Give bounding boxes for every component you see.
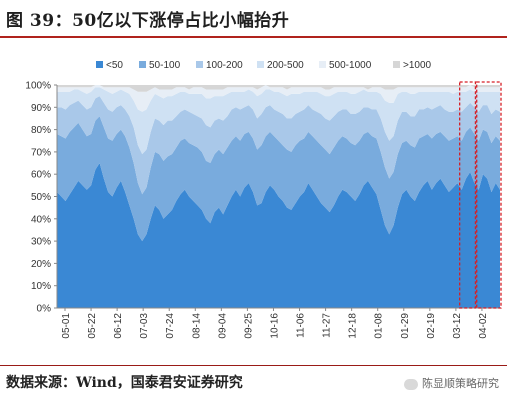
x-axis: 05-01 05-22 06-12 07-03 07-24 08-14 09-04 09-25… [57,307,500,339]
chart-legend: <50 50-100 100-200 200-500 500-1000 >1000 [96,60,432,71]
area-series-1 [57,116,500,242]
x-tick-label: 05-01 [61,313,72,339]
legend-label: 50-100 [149,60,181,71]
y-tick-label: 100% [25,81,51,92]
title-divider [0,36,507,38]
x-tick-label: 04-02 [478,313,489,339]
y-tick-label: 20% [31,259,51,270]
wechat-icon [404,378,418,390]
y-tick-label: 50% [31,192,51,203]
plot-area [57,85,500,308]
x-tick-label: 09-25 [243,313,254,339]
legend-label: >1000 [403,60,432,71]
x-tick-label: 01-29 [400,313,411,339]
y-tick-label: 80% [31,125,51,136]
x-tick-label: 07-24 [165,313,176,339]
source-divider [0,365,507,366]
figure-title: 图 39：50亿以下涨停占比小幅抬升 [6,11,290,31]
legend-swatch [196,61,203,68]
legend-label: 200-500 [267,60,304,71]
x-tick-label: 08-14 [191,313,202,339]
x-tick-label: 11-06 [296,313,307,338]
x-tick-label: 05-22 [87,313,98,339]
legend-swatch [139,61,146,68]
x-tick-label: 09-04 [217,313,228,339]
legend-swatch [319,61,326,68]
figure-header: 图 39：50亿以下涨停占比小幅抬升 [0,0,507,40]
x-tick-label: 11-27 [322,313,333,338]
y-tick-label: 0% [37,304,52,315]
source-note: 数据来源：Wind，国泰君安证券研究 [6,375,243,391]
area-series-5 [57,85,500,92]
highlight-box [459,81,477,309]
x-tick-label: 10-16 [269,313,280,339]
x-tick-label: 01-08 [374,313,385,339]
legend-label: 100-200 [206,60,243,71]
y-tick-label: 10% [31,281,51,292]
highlight-boxes [459,81,502,309]
legend-swatch [393,61,400,68]
area-series-0 [57,163,500,308]
legend-label: 500-1000 [329,60,372,71]
legend-label: <50 [106,60,123,71]
y-tick-label: 90% [31,103,51,114]
x-tick-label: 07-03 [139,313,150,339]
watermark-text: 陈显顺策略研究 [422,377,499,390]
legend-swatch [257,61,264,68]
y-tick-label: 70% [31,147,51,158]
watermark: 陈显顺策略研究 [404,375,499,391]
area-series-4 [57,85,500,112]
area-series-3 [57,87,500,155]
y-tick-label: 30% [31,237,51,248]
y-axis: 0% 10% 20% 30% 40% 50% 60% 70% 80% 90% 100% [25,81,58,315]
x-tick-label: 03-12 [452,313,463,339]
highlight-box [476,81,502,309]
x-tick-label: 06-12 [113,313,124,339]
x-tick-label: 12-18 [348,313,359,339]
legend-swatch [96,61,103,68]
y-tick-label: 60% [31,170,51,181]
x-tick-label: 02-19 [426,313,437,339]
stacked-area-chart: <50 50-100 100-200 200-500 500-1000 >1000 0% 1… [25,60,502,339]
y-tick-label: 40% [31,214,51,225]
